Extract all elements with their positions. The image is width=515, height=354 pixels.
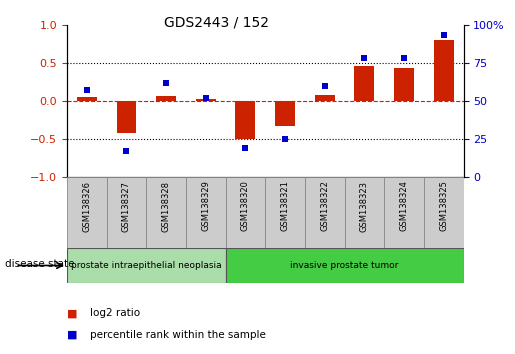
Bar	[107, 177, 146, 248]
Text: log2 ratio: log2 ratio	[90, 308, 140, 318]
Point	[281, 136, 289, 142]
Point	[360, 56, 369, 61]
Text: GSM138328: GSM138328	[162, 181, 170, 232]
Text: invasive prostate tumor: invasive prostate tumor	[290, 261, 399, 270]
Text: percentile rank within the sample: percentile rank within the sample	[90, 330, 266, 339]
Text: GSM138321: GSM138321	[281, 181, 289, 232]
Point	[202, 95, 210, 101]
Bar	[186, 177, 226, 248]
Text: ■: ■	[67, 308, 77, 318]
Bar	[156, 96, 176, 101]
Text: GSM138322: GSM138322	[320, 181, 329, 232]
Bar	[315, 95, 335, 101]
Bar	[345, 177, 384, 248]
Text: GDS2443 / 152: GDS2443 / 152	[164, 16, 269, 30]
Bar	[146, 177, 186, 248]
Bar	[116, 101, 136, 133]
Point	[320, 83, 329, 88]
Bar	[265, 177, 305, 248]
Bar	[354, 66, 374, 101]
Text: prostate intraepithelial neoplasia: prostate intraepithelial neoplasia	[71, 261, 221, 270]
Text: GSM138329: GSM138329	[201, 181, 210, 232]
Bar	[394, 68, 414, 101]
Point	[123, 148, 131, 154]
Text: ■: ■	[67, 330, 77, 339]
Text: GSM138325: GSM138325	[439, 181, 448, 232]
Bar	[235, 101, 255, 139]
Point	[400, 56, 408, 61]
Text: GSM138323: GSM138323	[360, 181, 369, 232]
Text: GSM138326: GSM138326	[82, 181, 91, 232]
Point	[82, 87, 91, 93]
Text: GSM138327: GSM138327	[122, 181, 131, 232]
Bar	[196, 99, 216, 101]
Bar	[67, 177, 107, 248]
Point	[241, 145, 249, 151]
Bar	[384, 177, 424, 248]
Text: GSM138320: GSM138320	[241, 181, 250, 232]
Bar	[434, 40, 454, 101]
Text: GSM138324: GSM138324	[400, 181, 408, 232]
Bar	[77, 97, 97, 101]
Bar	[67, 248, 226, 283]
Text: disease state: disease state	[5, 259, 75, 269]
Bar	[226, 177, 265, 248]
Point	[440, 33, 448, 38]
Bar	[226, 248, 464, 283]
Point	[162, 80, 170, 85]
Bar	[275, 101, 295, 126]
Bar	[305, 177, 345, 248]
Bar	[424, 177, 464, 248]
